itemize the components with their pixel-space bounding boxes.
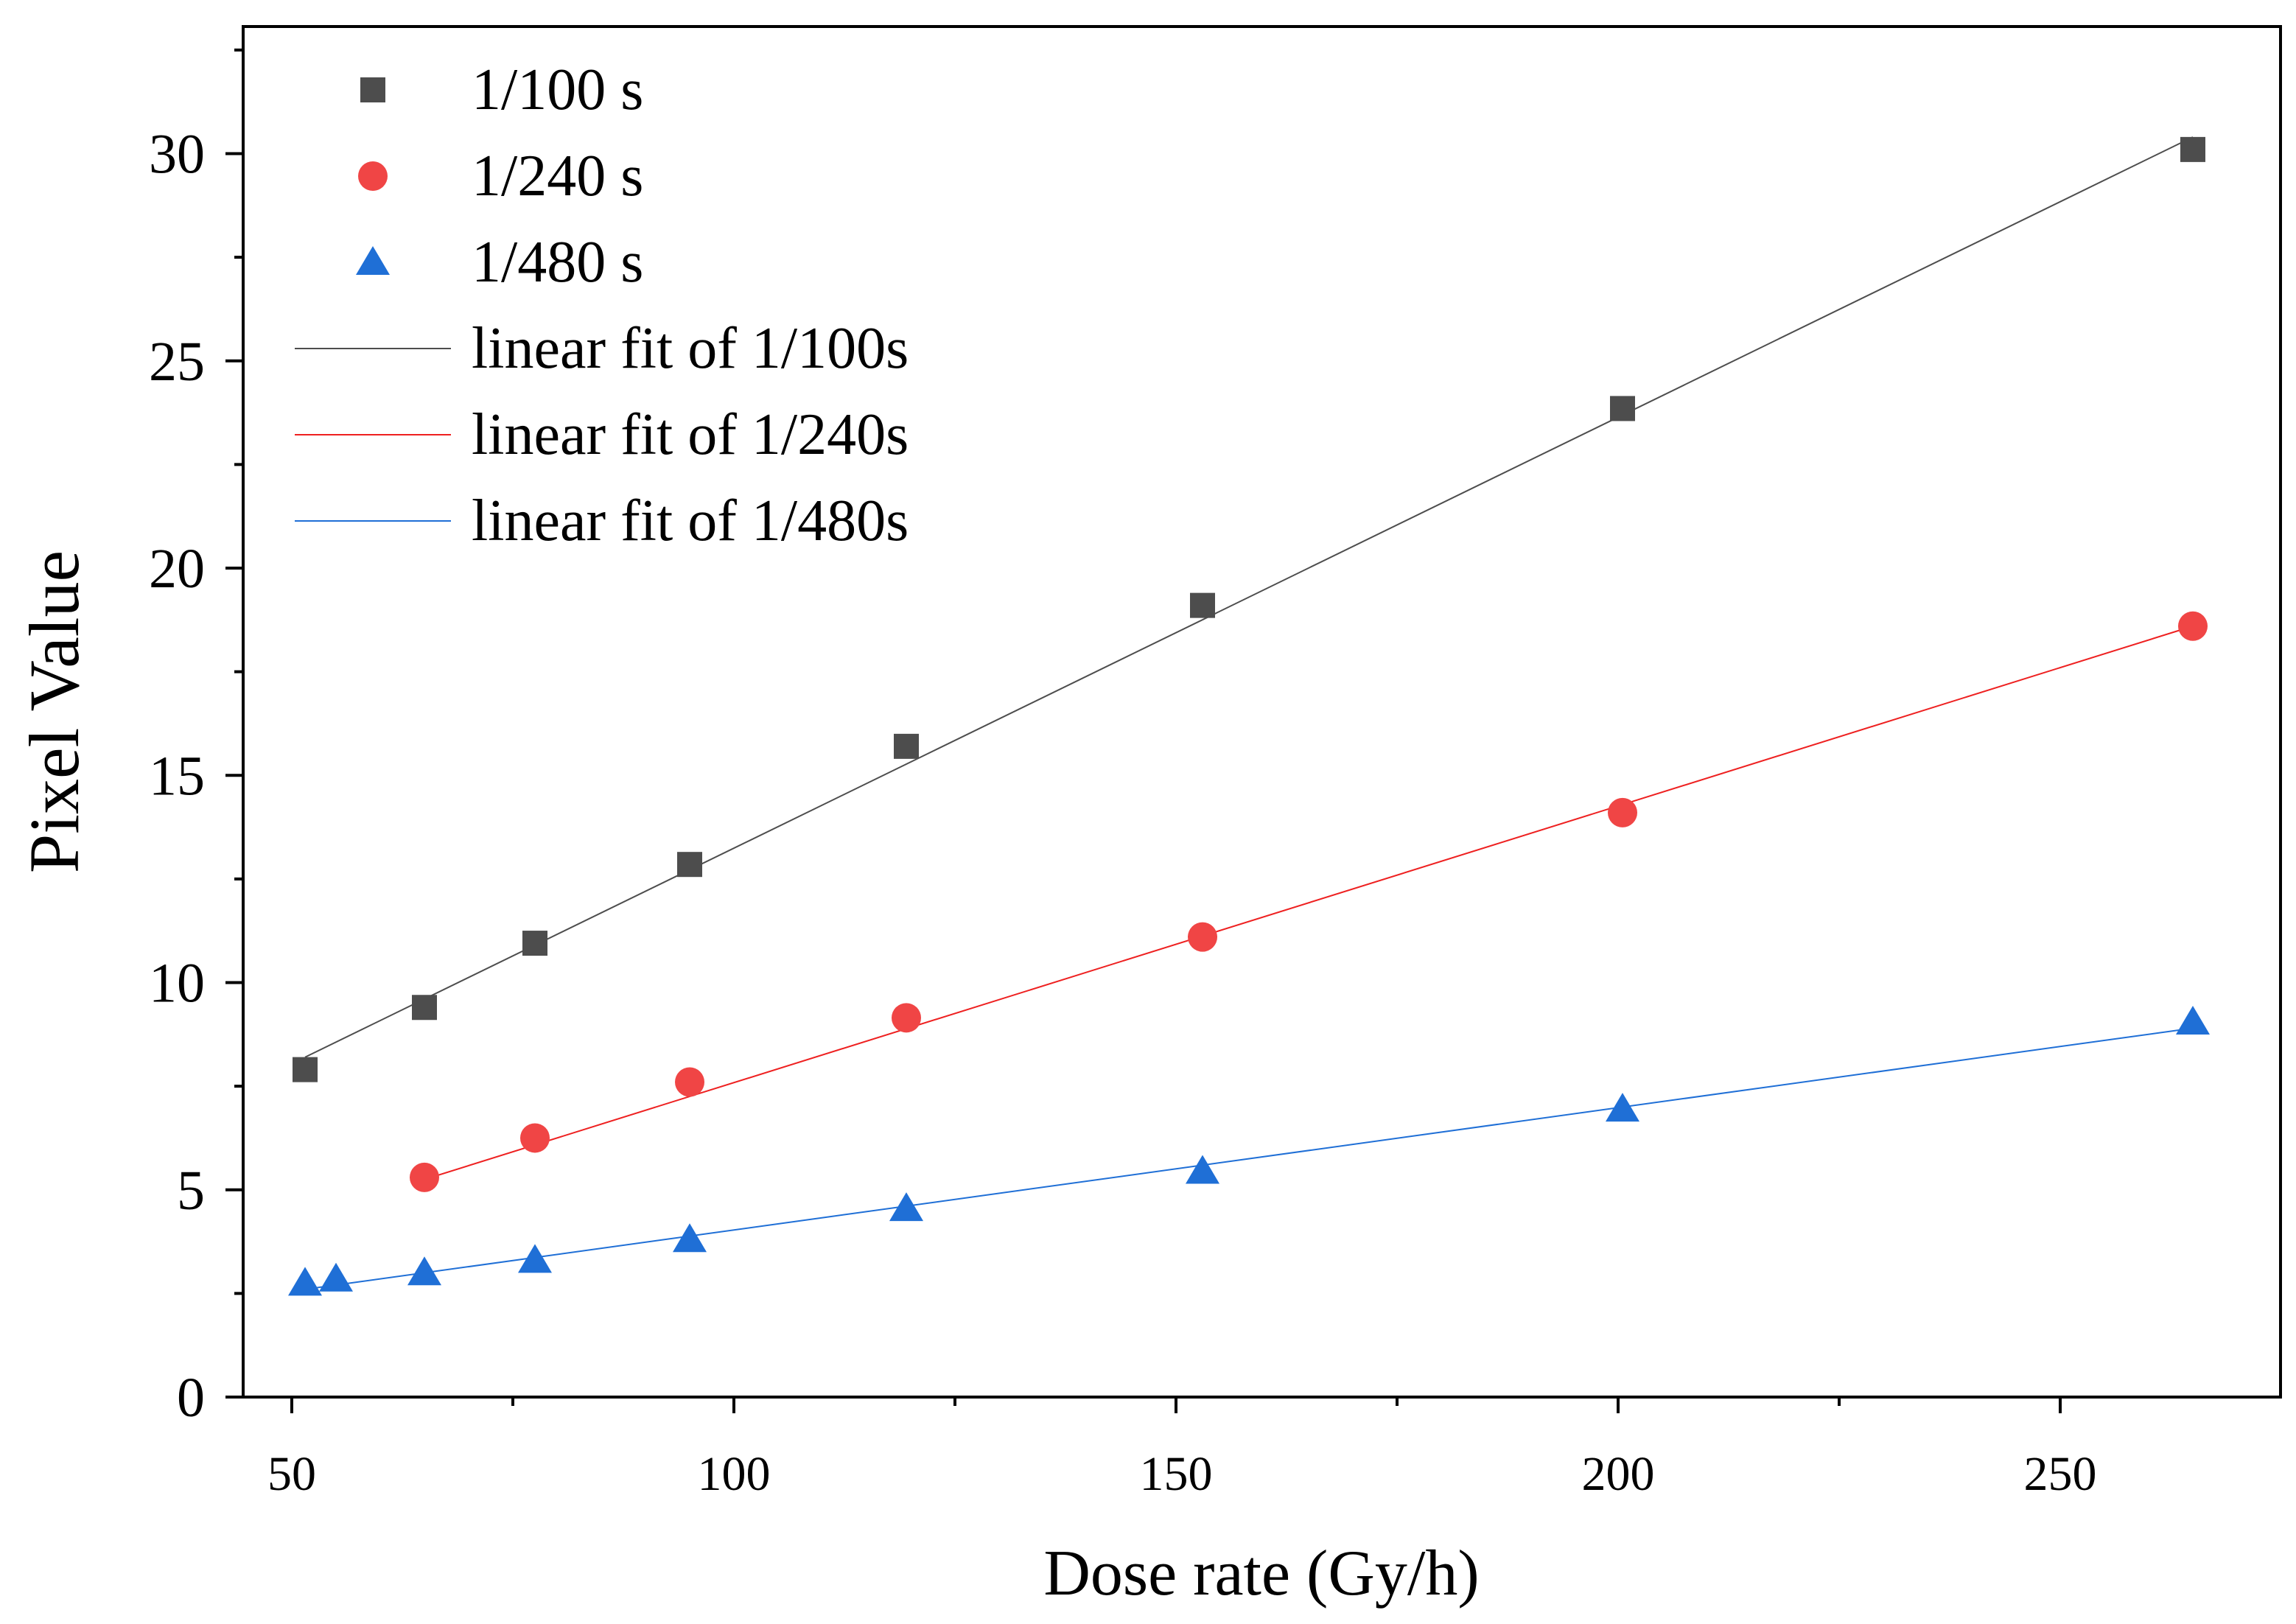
- y-tick-label: 20: [149, 538, 205, 600]
- legend-marker-1: [360, 77, 385, 102]
- legend-fit-label-2: linear fit of 1/240s: [472, 402, 909, 467]
- point-series-2-1: [410, 1162, 439, 1192]
- fit-lines: [304, 136, 2194, 1290]
- y-axis-label: Pixel Value: [15, 550, 94, 873]
- y-tick-label: 15: [149, 745, 205, 807]
- point-series-2-2: [520, 1123, 550, 1153]
- legend-marker-2: [358, 161, 388, 191]
- point-series-3-7: [1186, 1155, 1219, 1184]
- point-series-3-4: [518, 1244, 552, 1273]
- point-series-3-9: [2176, 1005, 2210, 1035]
- point-series-3-8: [1606, 1093, 1639, 1122]
- x-axis: 50 100 150 200 250: [267, 1397, 2097, 1501]
- legend-label-2: 1/240 s: [472, 144, 643, 209]
- y-tick-label: 30: [149, 124, 205, 186]
- point-series-2-3: [675, 1067, 704, 1097]
- point-series-1-3: [522, 931, 547, 956]
- y-tick-label: 25: [149, 331, 205, 393]
- y-tick-label: 10: [149, 953, 205, 1015]
- point-series-1-4: [677, 852, 702, 878]
- y-tick-label: 0: [177, 1367, 205, 1429]
- y-tick-label: 5: [177, 1160, 205, 1222]
- point-series-3-1: [288, 1267, 322, 1296]
- fit-line-2: [424, 625, 2194, 1180]
- fit-line-3: [304, 1027, 2194, 1290]
- point-series-2-7: [2178, 611, 2208, 641]
- point-series-3-6: [889, 1192, 923, 1222]
- data-markers: [288, 136, 2210, 1296]
- x-tick-label: 100: [698, 1447, 771, 1501]
- legend-label-1: 1/100 s: [472, 57, 643, 122]
- legend: 1/100 s 1/240 s 1/480 s linear fit of 1/100…: [295, 57, 909, 553]
- point-series-1-5: [894, 733, 919, 759]
- point-series-3-5: [673, 1223, 707, 1253]
- plot-frame: [242, 25, 2282, 1399]
- point-series-3-3: [407, 1256, 441, 1286]
- x-axis-label: Dose rate (Gy/h): [1043, 1538, 1479, 1609]
- x-tick-label: 50: [267, 1447, 316, 1501]
- legend-marker-3: [356, 246, 390, 275]
- x-tick-label: 250: [2024, 1447, 2097, 1501]
- point-series-3-2: [319, 1262, 353, 1292]
- point-series-2-4: [892, 1003, 921, 1033]
- y-axis: 0 5 10 15 20 25 30: [149, 48, 243, 1429]
- legend-fit-label-3: linear fit of 1/480s: [472, 489, 909, 553]
- x-tick-label: 150: [1140, 1447, 1213, 1501]
- point-series-1-2: [412, 995, 437, 1021]
- point-series-1-6: [1190, 592, 1215, 618]
- point-series-2-6: [1608, 797, 1637, 827]
- x-tick-label: 200: [1582, 1447, 1655, 1501]
- fit-line-1: [304, 136, 2194, 1058]
- point-series-1-7: [1610, 396, 1635, 421]
- legend-label-3: 1/480 s: [472, 230, 643, 295]
- point-series-2-5: [1188, 922, 1217, 952]
- legend-fit-label-1: linear fit of 1/100s: [472, 316, 909, 381]
- point-series-1-8: [2180, 136, 2205, 162]
- point-series-1-1: [293, 1057, 318, 1082]
